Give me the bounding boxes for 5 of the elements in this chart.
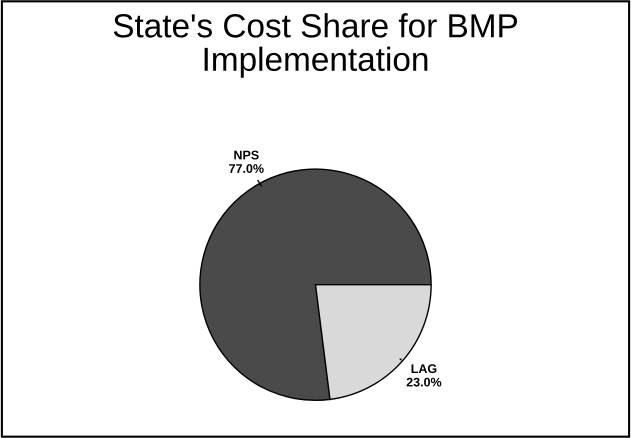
chart-title: State's Cost Share for BMP Implementation (114, 13, 518, 78)
data-label: 23.0% (406, 378, 442, 387)
slice-label: NPS (234, 150, 259, 160)
data-label: 77.0% (229, 164, 264, 173)
slice-label: LAG (412, 364, 436, 374)
